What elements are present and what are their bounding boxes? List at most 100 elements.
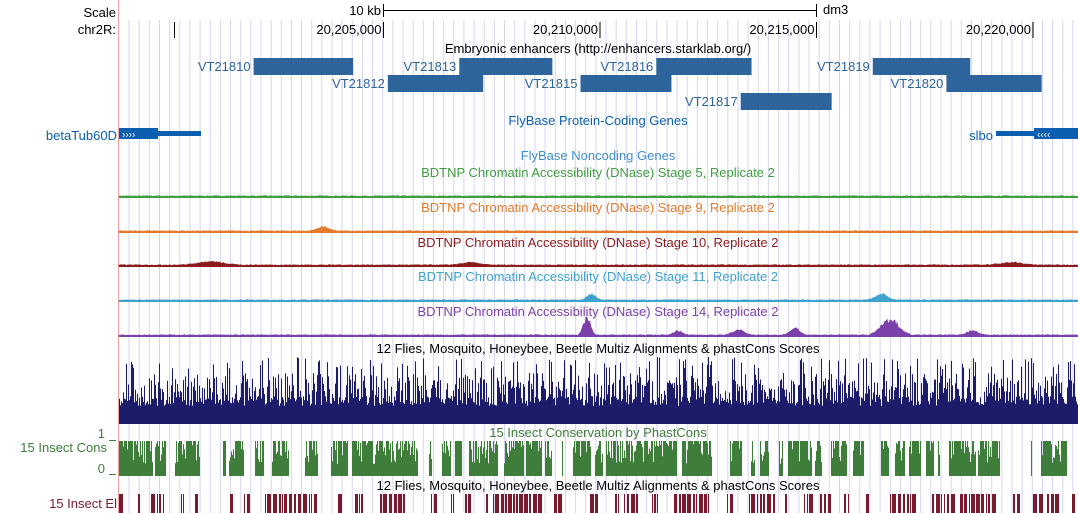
conserved-element bbox=[903, 494, 905, 513]
conserved-element bbox=[183, 494, 184, 513]
conserved-element bbox=[538, 494, 542, 513]
conserved-element bbox=[311, 494, 312, 513]
enhancer-VT21820[interactable]: VT21820 bbox=[891, 75, 1042, 92]
conserved-element bbox=[163, 494, 164, 513]
conserved-element bbox=[1033, 494, 1037, 513]
track-title-protein-genes: FlyBase Protein-Coding Genes bbox=[508, 113, 688, 128]
enhancer-block bbox=[459, 58, 553, 75]
conserved-element bbox=[1051, 494, 1054, 513]
dnase-signal-stage14 bbox=[118, 316, 1078, 337]
track-dnase-stage11[interactable]: BDTNP Chromatin Accessibility (DNase) St… bbox=[118, 269, 1078, 302]
enhancer-VT21817[interactable]: VT21817 bbox=[685, 93, 832, 110]
side-label-15-insect-el[interactable]: 15 Insect El bbox=[49, 496, 117, 511]
conserved-element bbox=[820, 494, 822, 513]
conserved-element bbox=[907, 494, 909, 513]
gene-label-betaTub60D[interactable]: betaTub60D bbox=[46, 128, 117, 143]
track-title-multiz: 12 Flies, Mosquito, Honeybee, Beetle Mul… bbox=[377, 341, 820, 356]
conserved-element bbox=[696, 494, 697, 513]
track-title-dnase-stage10: BDTNP Chromatin Accessibility (DNase) St… bbox=[417, 235, 778, 250]
conserved-element bbox=[289, 494, 292, 513]
side-label-15-insect-cons[interactable]: 15 Insect Cons bbox=[20, 440, 107, 455]
enhancer-label: VT21813 bbox=[404, 59, 457, 74]
conserved-element bbox=[508, 494, 512, 513]
conserved-element bbox=[558, 494, 562, 513]
conserved-element bbox=[294, 494, 296, 513]
gene-label-slbo[interactable]: slbo bbox=[969, 128, 993, 143]
conserved-element bbox=[361, 494, 363, 513]
conserved-element bbox=[767, 494, 771, 513]
conserved-element bbox=[1039, 494, 1043, 513]
enhancer-VT21816[interactable]: VT21816 bbox=[601, 58, 752, 75]
enhancer-VT21812[interactable]: VT21812 bbox=[332, 75, 484, 92]
conserved-element bbox=[516, 494, 518, 513]
strand-arrows: ‹‹‹‹ bbox=[1037, 130, 1050, 141]
conserved-element bbox=[727, 494, 728, 513]
conserved-element bbox=[947, 494, 949, 513]
conserved-element bbox=[493, 494, 494, 513]
enhancer-VT21819[interactable]: VT21819 bbox=[817, 58, 971, 75]
conserved-element bbox=[468, 494, 471, 513]
conserved-element bbox=[763, 494, 765, 513]
gene-betaTub60D[interactable]: ›››› bbox=[119, 128, 201, 141]
conserved-element bbox=[431, 494, 432, 513]
track-flybase-protein-coding[interactable]: FlyBase Protein-Coding Genes betaTub60D … bbox=[46, 113, 1078, 143]
track-multiz-alignments[interactable]: 12 Flies, Mosquito, Honeybee, Beetle Mul… bbox=[118, 341, 1078, 424]
ruler-position-label: 20,205,000 bbox=[316, 22, 381, 37]
gene-exon bbox=[1034, 128, 1078, 139]
conserved-element bbox=[986, 494, 987, 513]
conserved-element bbox=[760, 494, 762, 513]
dnase-signal-area bbox=[118, 316, 1078, 337]
track-flybase-noncoding[interactable]: FlyBase Noncoding Genes bbox=[521, 148, 676, 163]
enhancer-VT21810[interactable]: VT21810 bbox=[198, 58, 354, 75]
conserved-element bbox=[804, 494, 805, 513]
conserved-element bbox=[244, 494, 245, 513]
conserved-element bbox=[501, 494, 504, 513]
ruler-position-label: 20,215,000 bbox=[749, 22, 814, 37]
phastcons-min-label: 0 bbox=[98, 461, 105, 476]
conserved-element bbox=[247, 494, 250, 513]
track-dnase-stage9[interactable]: BDTNP Chromatin Accessibility (DNase) St… bbox=[118, 200, 1078, 233]
enhancer-block bbox=[656, 58, 752, 75]
conserved-element bbox=[1013, 494, 1015, 513]
conserved-element bbox=[749, 494, 750, 513]
conserved-element bbox=[704, 494, 707, 513]
track-insect-phastcons[interactable]: 15 Insect Conservation by PhastCons 15 I… bbox=[20, 425, 1068, 476]
enhancer-VT21815[interactable]: VT21815 bbox=[525, 75, 672, 92]
conserved-element bbox=[618, 494, 619, 513]
scale-label: Scale bbox=[83, 5, 116, 20]
conserved-element bbox=[992, 494, 996, 513]
phastcons-signal bbox=[118, 441, 1068, 476]
gene-slbo[interactable]: ‹‹‹‹ bbox=[996, 128, 1078, 141]
ruler[interactable]: Scale 10 kb dm3 chr2R: 20,205,000 20,210,… bbox=[78, 2, 1034, 38]
track-embryonic-enhancers[interactable]: Embryonic enhancers (http://enhancers.st… bbox=[198, 41, 1042, 110]
track-title-enhancers: Embryonic enhancers (http://enhancers.st… bbox=[445, 41, 751, 56]
track-dnase-stage5[interactable]: BDTNP Chromatin Accessibility (DNase) St… bbox=[118, 165, 1078, 198]
conserved-element bbox=[932, 494, 934, 513]
dnase-signal-area bbox=[118, 292, 1078, 302]
chrom-label: chr2R: bbox=[78, 22, 116, 37]
conserved-element bbox=[394, 494, 397, 513]
conserved-element bbox=[303, 494, 307, 513]
track-insect-elements[interactable]: 12 Flies, Mosquito, Honeybee, Beetle Mul… bbox=[49, 478, 1075, 513]
enhancer-label: VT21810 bbox=[198, 59, 251, 74]
enhancer-label: VT21820 bbox=[891, 76, 944, 91]
conserved-element bbox=[1017, 494, 1020, 513]
conserved-element bbox=[195, 494, 198, 513]
scale-bar-label: 10 kb bbox=[349, 3, 381, 18]
conserved-elements-signal bbox=[119, 494, 1075, 513]
conserved-element bbox=[519, 494, 523, 513]
conserved-element bbox=[284, 494, 287, 513]
conserved-element bbox=[383, 494, 387, 513]
track-dnase-stage10[interactable]: BDTNP Chromatin Accessibility (DNase) St… bbox=[118, 235, 1078, 267]
conserved-element bbox=[687, 494, 691, 513]
track-dnase-stage14[interactable]: BDTNP Chromatin Accessibility (DNase) St… bbox=[118, 304, 1078, 337]
multiz-bars-path bbox=[118, 357, 1078, 424]
enhancer-label: VT21812 bbox=[332, 76, 385, 91]
enhancer-VT21813[interactable]: VT21813 bbox=[404, 58, 553, 75]
track-title-dnase-stage9: BDTNP Chromatin Accessibility (DNase) St… bbox=[421, 200, 775, 215]
enhancer-block bbox=[387, 75, 484, 92]
conserved-element bbox=[898, 494, 901, 513]
dnase-signal-area bbox=[118, 195, 1078, 198]
conserved-element bbox=[988, 494, 990, 513]
